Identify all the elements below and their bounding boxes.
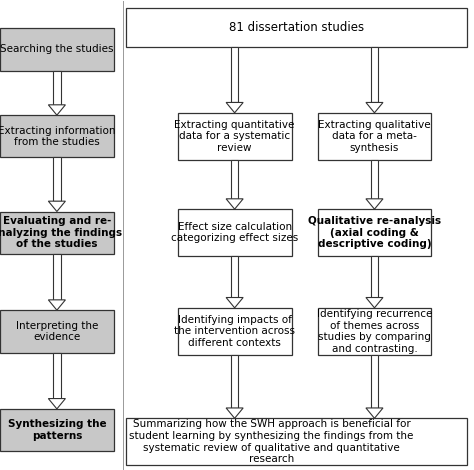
Polygon shape	[48, 105, 65, 115]
FancyBboxPatch shape	[371, 47, 378, 102]
Text: Identifying recurrence
of themes across
studies by comparing
and contrasting.: Identifying recurrence of themes across …	[317, 309, 432, 354]
FancyBboxPatch shape	[231, 160, 238, 199]
Polygon shape	[226, 102, 243, 113]
FancyBboxPatch shape	[53, 352, 61, 399]
Text: Extracting quantitative
data for a systematic
review: Extracting quantitative data for a syste…	[174, 120, 295, 153]
FancyBboxPatch shape	[371, 160, 378, 199]
FancyBboxPatch shape	[53, 254, 61, 300]
Polygon shape	[48, 201, 65, 212]
Polygon shape	[48, 300, 65, 310]
FancyBboxPatch shape	[231, 47, 238, 102]
FancyBboxPatch shape	[178, 209, 292, 256]
Polygon shape	[48, 399, 65, 409]
FancyBboxPatch shape	[126, 8, 467, 47]
Text: Interpreting the
evidence: Interpreting the evidence	[16, 321, 98, 342]
Polygon shape	[366, 408, 383, 418]
Polygon shape	[366, 102, 383, 113]
Text: Evaluating and re-
analyzing the findings
of the studies: Evaluating and re- analyzing the finding…	[0, 216, 122, 249]
Polygon shape	[226, 298, 243, 308]
FancyBboxPatch shape	[231, 355, 238, 408]
FancyBboxPatch shape	[0, 115, 114, 157]
Text: Searching the studies: Searching the studies	[0, 44, 114, 55]
FancyBboxPatch shape	[371, 256, 378, 298]
FancyBboxPatch shape	[0, 310, 114, 352]
FancyBboxPatch shape	[231, 256, 238, 298]
Text: Synthesizing the
patterns: Synthesizing the patterns	[8, 419, 106, 441]
FancyBboxPatch shape	[318, 209, 431, 256]
FancyBboxPatch shape	[371, 355, 378, 408]
Text: Qualitative re-analysis
(axial coding &
descriptive coding): Qualitative re-analysis (axial coding & …	[308, 216, 441, 249]
FancyBboxPatch shape	[53, 70, 61, 105]
Text: Summarizing how the SWH approach is beneficial for
student learning by synthesiz: Summarizing how the SWH approach is bene…	[129, 419, 414, 464]
Text: Effect size calculation
categorizing effect sizes: Effect size calculation categorizing eff…	[171, 222, 298, 243]
FancyBboxPatch shape	[178, 113, 292, 160]
FancyBboxPatch shape	[318, 113, 431, 160]
Polygon shape	[366, 199, 383, 209]
FancyBboxPatch shape	[0, 28, 114, 70]
Polygon shape	[226, 199, 243, 209]
FancyBboxPatch shape	[318, 308, 431, 355]
FancyBboxPatch shape	[178, 308, 292, 355]
Polygon shape	[226, 408, 243, 418]
Text: Extracting information
from the studies: Extracting information from the studies	[0, 125, 116, 147]
Text: Extracting qualitative
data for a meta-
synthesis: Extracting qualitative data for a meta- …	[318, 120, 431, 153]
FancyBboxPatch shape	[53, 157, 61, 201]
Text: 81 dissertation studies: 81 dissertation studies	[228, 21, 364, 34]
FancyBboxPatch shape	[126, 418, 467, 465]
FancyBboxPatch shape	[0, 409, 114, 451]
FancyBboxPatch shape	[0, 212, 114, 254]
Text: Identifying impacts of
the intervention across
different contexts: Identifying impacts of the intervention …	[174, 315, 295, 348]
Polygon shape	[366, 298, 383, 308]
